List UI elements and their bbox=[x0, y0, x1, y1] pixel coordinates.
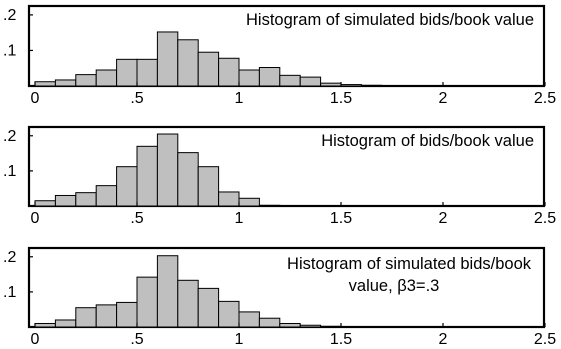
histogram-bar bbox=[239, 70, 259, 86]
histogram-bar bbox=[259, 68, 279, 86]
histogram-bar bbox=[178, 153, 198, 206]
histogram-bar bbox=[321, 326, 341, 327]
histogram-bar bbox=[117, 59, 137, 86]
histogram-panel-2: 0 .5 1 1.5 2 2.5 .1 .2 Histogram of bids/book va… bbox=[3, 127, 556, 227]
histogram-bar bbox=[300, 325, 320, 327]
histogram-bar bbox=[157, 32, 177, 86]
histogram-bar bbox=[35, 82, 55, 86]
histogram-bar bbox=[117, 302, 137, 327]
histogram-bar bbox=[280, 75, 300, 86]
x-tick-label: 2 bbox=[439, 90, 448, 107]
x-tick-label: 1.5 bbox=[330, 90, 352, 107]
histogram-bar bbox=[137, 59, 157, 86]
histogram-bar bbox=[178, 40, 198, 86]
histogram-panel-3: 0 .5 1 1.5 2 2.5 .1 .2 Histogram of simulated bi… bbox=[3, 248, 556, 348]
x-tick-label: 2 bbox=[439, 331, 448, 348]
x-tick-label: 1 bbox=[235, 90, 244, 107]
histogram-bar bbox=[96, 70, 116, 86]
histogram-bar bbox=[35, 201, 55, 206]
histogram-bar bbox=[280, 323, 300, 327]
x-tick-label: 1.5 bbox=[330, 331, 352, 348]
histogram-bar bbox=[117, 167, 137, 206]
histogram-bar bbox=[55, 320, 75, 327]
x-tick-label: 2.5 bbox=[534, 331, 556, 348]
histogram-bar bbox=[96, 186, 116, 206]
histogram-bar bbox=[157, 134, 177, 206]
x-tick-label: .5 bbox=[130, 331, 143, 348]
histogram-bar bbox=[76, 308, 96, 327]
x-tick-label: 0 bbox=[31, 90, 40, 107]
x-tick-label: 2 bbox=[439, 210, 448, 227]
histogram-bar bbox=[361, 85, 381, 86]
histogram-bar bbox=[137, 277, 157, 327]
chart-title-line-2: value, β3=.3 bbox=[349, 277, 440, 295]
histogram-bar bbox=[55, 195, 75, 206]
histogram-bar bbox=[259, 205, 279, 206]
histogram-panel-1: 0 .5 1 1.5 2 2.5 .1 .2 Histogram of simulated bi… bbox=[3, 6, 556, 107]
histogram-bar bbox=[76, 193, 96, 206]
histogram-bar bbox=[96, 305, 116, 327]
histogram-bar bbox=[219, 58, 239, 86]
histogram-bar bbox=[219, 192, 239, 206]
chart-title: Histogram of simulated bids/book value bbox=[246, 11, 534, 29]
y-tick-label: .1 bbox=[3, 163, 16, 180]
histogram-bar bbox=[259, 318, 279, 327]
histogram-bar bbox=[76, 75, 96, 86]
histogram-bar bbox=[198, 52, 218, 86]
histogram-bar bbox=[35, 323, 55, 327]
y-tick-label: .2 bbox=[3, 7, 16, 24]
x-tick-label: 2.5 bbox=[534, 90, 556, 107]
histogram-bar bbox=[300, 77, 320, 86]
histogram-bar bbox=[137, 146, 157, 206]
x-tick-label: 2.5 bbox=[534, 210, 556, 227]
histogram-bar bbox=[55, 80, 75, 86]
histogram-bar bbox=[239, 198, 259, 206]
histogram-bar bbox=[178, 280, 198, 327]
y-tick-label: .1 bbox=[3, 42, 16, 59]
chart-title-line-1: Histogram of simulated bids/book bbox=[287, 255, 532, 273]
x-tick-label: 1 bbox=[235, 210, 244, 227]
histogram-bar bbox=[239, 312, 259, 327]
y-tick-label: .1 bbox=[3, 284, 16, 301]
y-tick-label: .2 bbox=[3, 128, 16, 145]
x-tick-label: 1 bbox=[235, 331, 244, 348]
x-tick-label: .5 bbox=[130, 210, 143, 227]
y-tick-label: .2 bbox=[3, 249, 16, 266]
x-tick-label: .5 bbox=[130, 90, 143, 107]
histogram-bar bbox=[321, 83, 341, 86]
histogram-bar bbox=[219, 301, 239, 327]
histogram-bar bbox=[198, 167, 218, 206]
x-tick-label: 0 bbox=[31, 210, 40, 227]
histogram-bar bbox=[341, 85, 361, 86]
histogram-bar bbox=[198, 288, 218, 327]
x-tick-label: 1.5 bbox=[330, 210, 352, 227]
chart-title: Histogram of bids/book value bbox=[321, 132, 534, 150]
x-tick-label: 0 bbox=[31, 331, 40, 348]
histogram-bar bbox=[157, 256, 177, 327]
